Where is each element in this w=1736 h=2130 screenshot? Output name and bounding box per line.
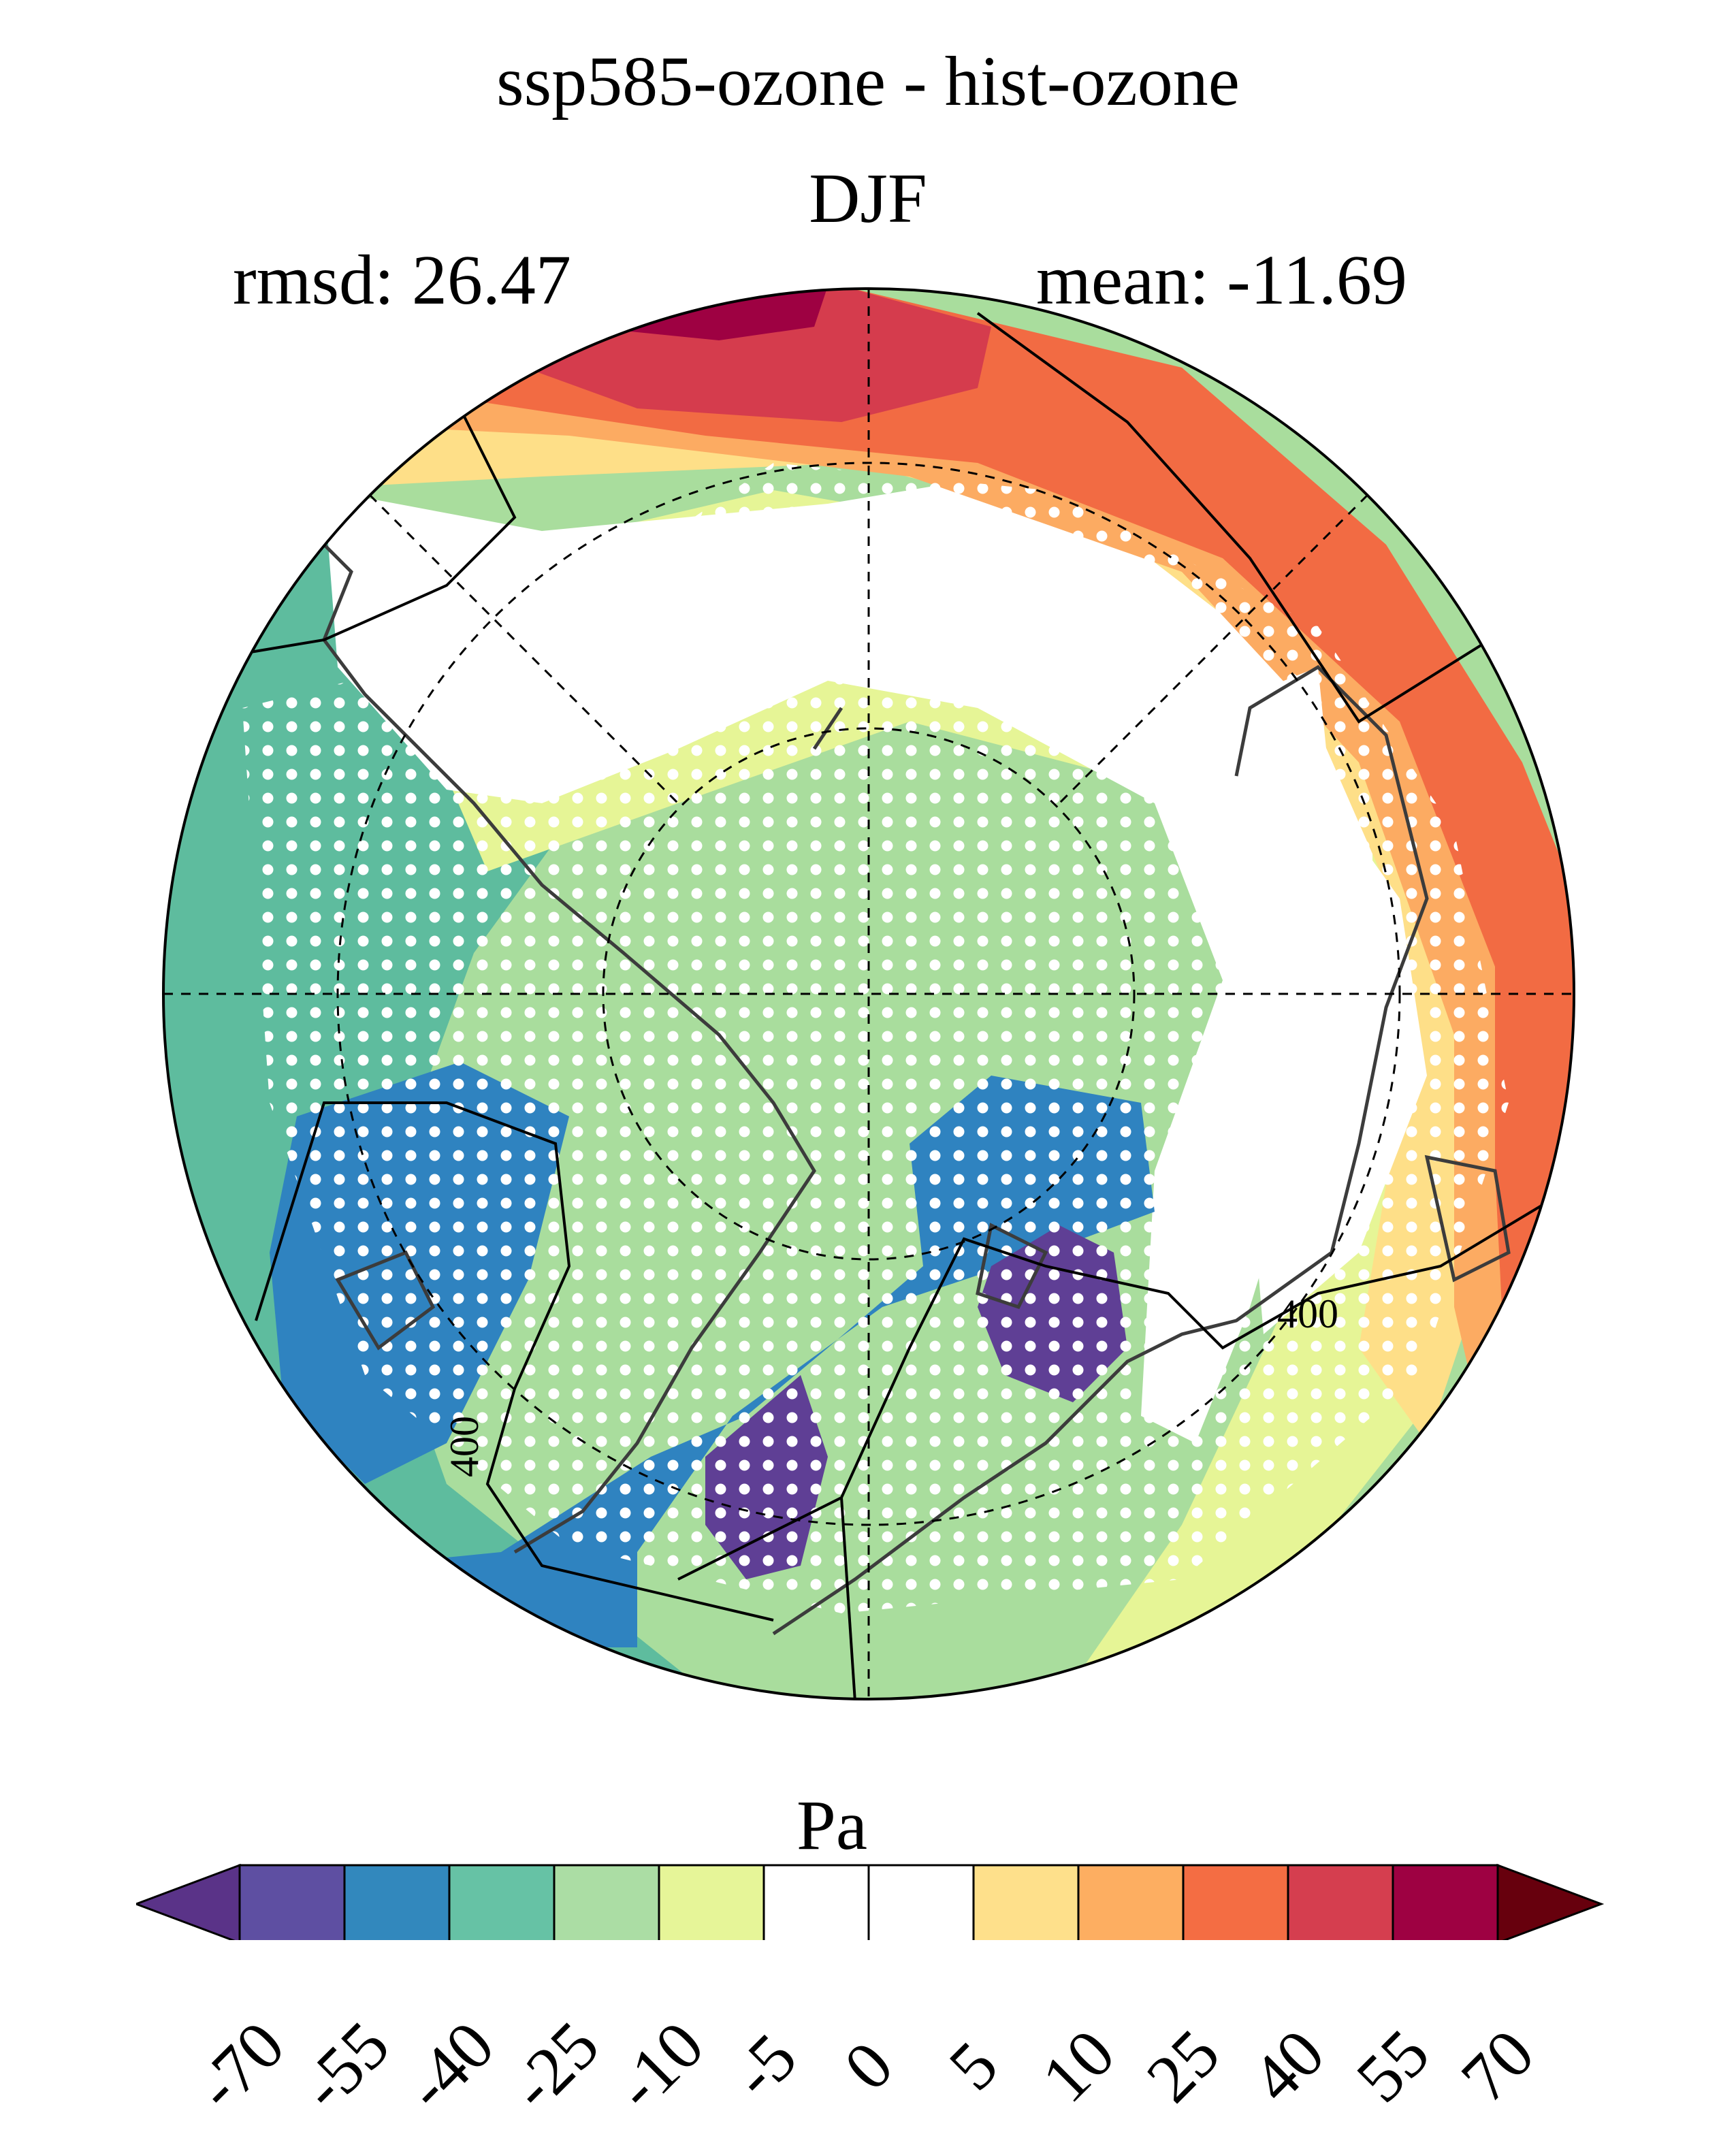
colorbar-segment: [972, 1864, 1080, 1940]
colorbar-segment: [1077, 1864, 1185, 1940]
colorbar-segment: [1182, 1864, 1289, 1940]
polar-map: 400 400: [162, 287, 1575, 1700]
colorbar-tick-label: -5: [717, 2018, 811, 2113]
map-boundary: [162, 287, 1575, 1700]
season-label: DJF: [809, 159, 927, 238]
colorbar-tick-label: 55: [1342, 2015, 1444, 2117]
colorbar-segment: [658, 1864, 765, 1940]
colorbar-tick-label: 25: [1132, 2015, 1234, 2117]
contour-label-east: 400: [1277, 1291, 1338, 1336]
colorbar-under-arrow: [136, 1863, 241, 1940]
colorbar-tick-label: 0: [829, 2027, 907, 2105]
colorbar-segment: [867, 1864, 975, 1940]
field-orange-red: [324, 289, 1574, 1443]
colorbar-tick-label: 70: [1447, 2015, 1549, 2117]
colorbar-units: Pa: [797, 1786, 867, 1865]
graticule: [163, 289, 1574, 1699]
colorbar-tick-label: -40: [390, 2007, 509, 2125]
colorbar-segment: [1287, 1864, 1394, 1940]
rmsd-value: rmsd: 26.47: [233, 241, 571, 319]
contour-label-west: 400: [442, 1416, 487, 1477]
colorbar-segment: [448, 1864, 556, 1940]
colorbar-tick-label: -25: [495, 2007, 613, 2125]
colorbar-segment: [762, 1864, 870, 1940]
plot-title: ssp585-ozone - hist-ozone: [496, 42, 1240, 120]
colorbar-segment: [238, 1864, 346, 1940]
contour-400: [163, 312, 1574, 1699]
colorbar-segment: [1392, 1864, 1499, 1940]
colorbar-tick-label: -70: [180, 2007, 299, 2125]
colorbar-over-arrow: [1496, 1863, 1605, 1940]
colorbar-tick-label: 40: [1237, 2015, 1339, 2117]
colorbar-tick-label: 5: [934, 2027, 1012, 2105]
colorbar-tick-label: -55: [285, 2007, 404, 2125]
mean-value: mean: -11.69: [1036, 241, 1407, 319]
colorbar-tick-label: 10: [1027, 2015, 1129, 2117]
colorbar: [136, 1863, 1605, 1940]
colorbar-tick-label: -10: [600, 2007, 718, 2125]
colorbar-segment: [553, 1864, 660, 1940]
colorbar-segment: [343, 1864, 451, 1940]
